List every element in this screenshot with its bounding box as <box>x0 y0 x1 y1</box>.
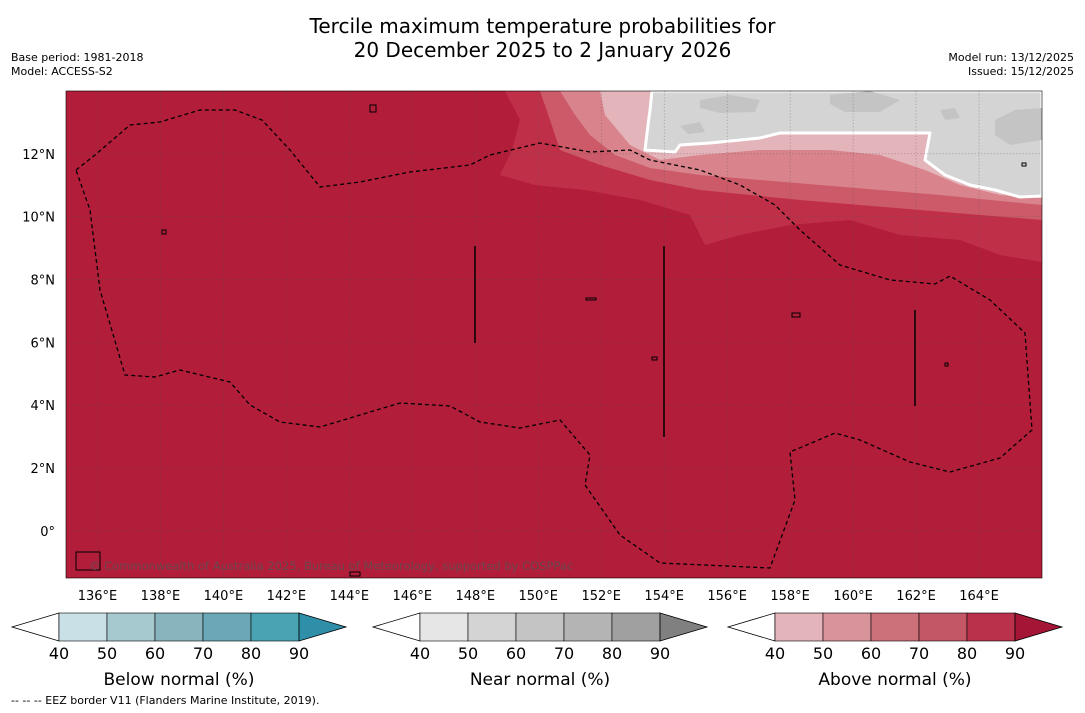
base-period: Base period: 1981-2018 <box>11 51 144 64</box>
colorbar-min-arrow <box>10 612 60 642</box>
colorbar-segment <box>106 612 156 642</box>
colorbar-segment <box>822 612 872 642</box>
colorbar-segment <box>918 612 968 642</box>
region-near-50 <box>643 91 1042 199</box>
colorbar-1: 40 50 60 70 80 90 Below normal (%) <box>10 612 348 690</box>
colorbar-segment <box>611 612 661 642</box>
meta-left: Base period: 1981-2018 Model: ACCESS-S2 <box>11 51 143 79</box>
lon-tick-label: 160°E <box>833 589 873 604</box>
colorbar-tick-label: 40 <box>765 644 785 663</box>
near-60-patch-3 <box>995 108 1042 145</box>
lat-tick-label: 0° <box>40 525 55 540</box>
lon-tick-label: 146°E <box>393 589 433 604</box>
lat-tick-label: 12°N <box>22 148 55 163</box>
colorbar-tick-label: 80 <box>957 644 977 663</box>
near-60-patch-1 <box>700 95 760 113</box>
colorbar-tick-label: 90 <box>1005 644 1025 663</box>
colorbar-tick-label: 70 <box>554 644 574 663</box>
colorbar-segment <box>966 612 1016 642</box>
colorbar-tick-label: 90 <box>650 644 670 663</box>
lat-tick-label: 6°N <box>31 336 56 351</box>
lon-tick-label: 152°E <box>581 589 621 604</box>
colorbar-segment <box>202 612 252 642</box>
colorbar-max-arrow <box>1014 612 1064 642</box>
colorbar-tick-label: 50 <box>97 644 117 663</box>
colorbar-title: Near normal (%) <box>470 670 610 690</box>
colorbar-tick-label: 60 <box>145 644 165 663</box>
colorbar-max-arrow <box>298 612 348 642</box>
lon-tick-label: 138°E <box>141 589 181 604</box>
lon-tick-label: 154°E <box>644 589 684 604</box>
title-line-1: Tercile maximum temperature probabilitie… <box>309 14 776 38</box>
colorbar-max-arrow <box>659 612 709 642</box>
lon-tick-label: 162°E <box>896 589 936 604</box>
title-line-2: 20 December 2025 to 2 January 2026 <box>353 38 732 62</box>
colorbar-tick-label: 70 <box>193 644 213 663</box>
colorbar-3: 40 50 60 70 80 90 Above normal (%) <box>726 612 1064 690</box>
island <box>369 104 377 113</box>
lon-tick-label: 136°E <box>78 589 118 604</box>
colorbar-segment <box>467 612 517 642</box>
islands <box>75 104 1027 577</box>
colorbar-min-arrow <box>371 612 421 642</box>
colorbar-segment <box>250 612 300 642</box>
eez-border <box>75 109 1033 569</box>
meta-right: Model run: 13/12/2025 Issued: 15/12/2025 <box>948 51 1074 79</box>
colorbar-tick-label: 80 <box>602 644 622 663</box>
colorbar-tick-label: 40 <box>410 644 430 663</box>
colorbar-tick-label: 50 <box>458 644 478 663</box>
colorbar-title: Above normal (%) <box>818 670 971 690</box>
colorbar-segment <box>515 612 565 642</box>
map-frame <box>65 90 1043 579</box>
lon-tick-label: 148°E <box>456 589 496 604</box>
island <box>161 229 167 235</box>
lon-tick-label: 144°E <box>330 589 370 604</box>
lon-tick-label: 150°E <box>518 589 558 604</box>
colorbar-segment <box>774 612 824 642</box>
copyright-credit: © Commonwealth of Australia 2025, Bureau… <box>89 559 574 573</box>
lat-tick-label: 10°N <box>22 211 55 226</box>
colorbar-segment <box>870 612 920 642</box>
island <box>944 362 949 367</box>
lat-tick-label: 2°N <box>31 462 56 477</box>
eez-legend-note: -- -- -- EEZ border V11 (Flanders Marine… <box>11 694 320 707</box>
model-name: Model: ACCESS-S2 <box>11 65 113 78</box>
island <box>651 356 658 361</box>
lon-tick-label: 164°E <box>959 589 999 604</box>
colorbar-tick-label: 80 <box>241 644 261 663</box>
model-run: Model run: 13/12/2025 <box>948 51 1074 64</box>
map-area <box>66 91 1042 578</box>
colorbar-tick-label: 50 <box>813 644 833 663</box>
colorbar-tick-label: 40 <box>49 644 69 663</box>
lon-tick-label: 142°E <box>267 589 307 604</box>
colorbar-tick-label: 90 <box>289 644 309 663</box>
near-60-patch-4 <box>940 108 960 120</box>
near-60-patch-5 <box>680 122 705 134</box>
colorbar-segment <box>154 612 204 642</box>
colorbar-segment <box>58 612 108 642</box>
colorbar-tick-label: 70 <box>909 644 929 663</box>
colorbar-segment <box>563 612 613 642</box>
island <box>1021 162 1027 167</box>
colorbar-min-arrow <box>726 612 776 642</box>
issued-date: Issued: 15/12/2025 <box>967 65 1074 78</box>
lat-tick-label: 8°N <box>31 274 56 289</box>
colorbar-tick-label: 60 <box>506 644 526 663</box>
island <box>791 312 801 318</box>
island <box>585 297 597 301</box>
colorbar-segment <box>419 612 469 642</box>
island <box>75 551 101 571</box>
near-60-patch-2 <box>830 91 900 112</box>
lat-tick-label: 4°N <box>31 399 56 414</box>
colorbar-title: Below normal (%) <box>104 670 255 690</box>
colorbar-tick-label: 60 <box>861 644 881 663</box>
lon-tick-label: 156°E <box>707 589 747 604</box>
colorbar-2: 40 50 60 70 80 90 Near normal (%) <box>371 612 709 690</box>
lon-tick-label: 158°E <box>770 589 810 604</box>
lon-tick-label: 140°E <box>204 589 244 604</box>
island <box>349 571 361 577</box>
map-title: Tercile maximum temperature probabilitie… <box>0 14 1085 62</box>
